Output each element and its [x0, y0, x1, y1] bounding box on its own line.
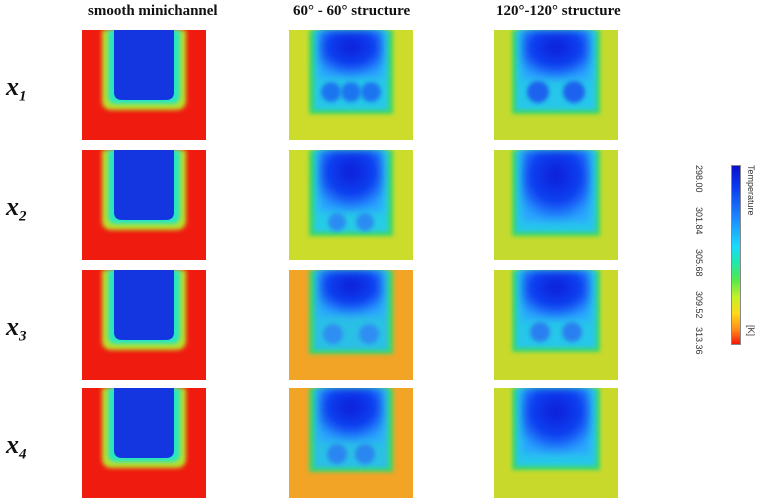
legend-tick-0: 298.00: [694, 165, 704, 193]
legend-quantity-label: Temperature: [746, 165, 756, 216]
legend-tick-4: 313.36: [694, 327, 704, 355]
temperature-legend: 298.00 301.84 305.68 309.52 313.36 Tempe…: [694, 165, 761, 355]
contour-60-60-x2: [289, 150, 413, 260]
row-label-x3: x3: [6, 312, 27, 345]
contour-120-120-x2: [494, 150, 618, 260]
column-title-60-60-structure: 60° - 60° structure: [293, 3, 411, 19]
contour-60-60-x1: [289, 30, 413, 140]
legend-unit-label: [K]: [746, 325, 756, 337]
row-label-x4: x4: [6, 430, 27, 463]
column-title-120-120-structure: 120°-120° structure: [496, 3, 621, 19]
contour-smooth-x3: [82, 270, 206, 380]
contour-120-120-x3: [494, 270, 618, 380]
contour-60-60-x3: [289, 270, 413, 380]
row-label-x1: x1: [6, 72, 27, 105]
row-label-x2: x2: [6, 192, 27, 225]
contour-smooth-x4: [82, 388, 206, 498]
contour-120-120-x4: [494, 388, 618, 498]
legend-tick-1: 301.84: [694, 207, 704, 235]
contour-120-120-x1: [494, 30, 618, 140]
column-title-smooth-minichannel: smooth minichannel: [88, 3, 218, 19]
legend-tick-2: 305.68: [694, 249, 704, 277]
contour-smooth-x1: [82, 30, 206, 140]
legend-tick-3: 309.52: [694, 291, 704, 319]
contour-60-60-x4: [289, 388, 413, 498]
colorbar: [731, 165, 741, 345]
contour-smooth-x2: [82, 150, 206, 260]
